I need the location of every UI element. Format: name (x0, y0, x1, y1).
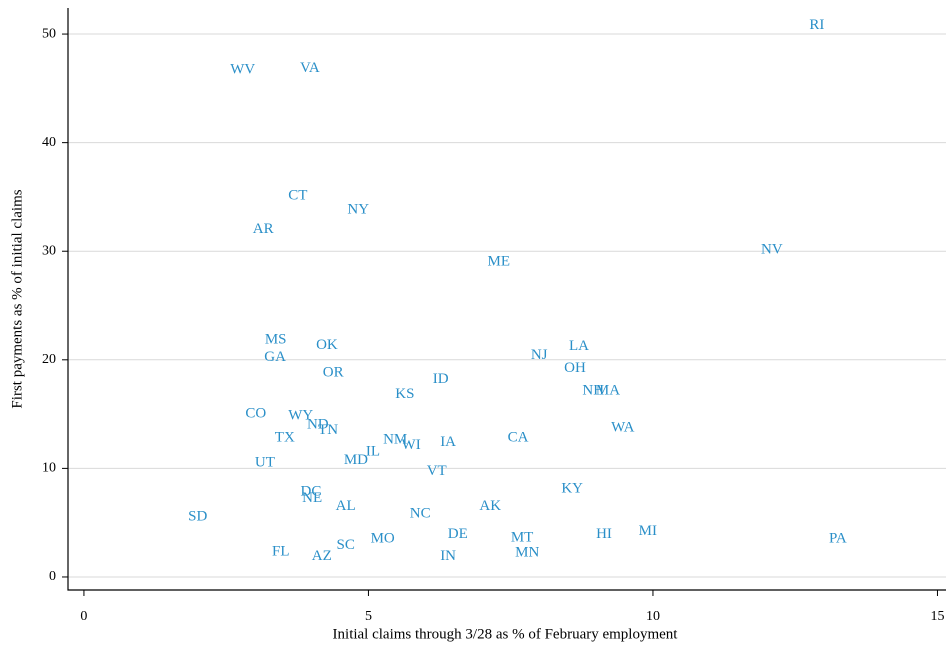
state-point: UT (255, 454, 275, 470)
state-point: TX (275, 429, 295, 445)
x-tick-label: 5 (365, 609, 372, 624)
state-point: IN (440, 548, 456, 564)
y-tick-label: 0 (49, 569, 56, 584)
state-point: NH (582, 383, 604, 399)
state-point: MT (511, 529, 534, 545)
state-point: AZ (312, 548, 332, 564)
y-tick-label: 20 (42, 352, 56, 367)
state-point: CO (245, 406, 266, 422)
state-point: AR (253, 221, 274, 237)
state-point: LA (569, 338, 589, 354)
state-point: CA (508, 429, 529, 445)
state-point: OR (323, 364, 344, 380)
state-point: ND (307, 416, 329, 432)
state-point: WA (611, 420, 634, 436)
y-tick-label: 50 (42, 26, 56, 41)
x-tick-label: 15 (930, 609, 944, 624)
state-point: ME (487, 254, 510, 270)
state-point: MO (371, 530, 395, 546)
state-point: CT (288, 187, 307, 203)
state-point: GA (264, 349, 286, 365)
state-point: VA (300, 60, 320, 76)
state-point: NJ (531, 347, 548, 363)
state-point: FL (272, 543, 290, 559)
y-axis-label: First payments as % of initial claims (9, 189, 25, 408)
state-point: AK (479, 498, 501, 514)
state-point: IA (440, 434, 456, 450)
state-point: HI (596, 526, 612, 542)
state-point: TN (318, 422, 338, 438)
state-point: NE (302, 490, 322, 506)
state-point: MD (344, 452, 368, 468)
state-point: WY (288, 408, 313, 424)
state-point: VT (427, 463, 447, 479)
x-axis-label: Initial claims through 3/28 as % of Febr… (333, 626, 679, 642)
state-point: MA (596, 383, 620, 399)
state-point: ID (433, 371, 449, 387)
state-point: NV (761, 242, 783, 258)
state-point: NY (347, 201, 369, 217)
plot-frame (67, 8, 946, 591)
y-tick-label: 30 (42, 243, 56, 258)
state-point: PA (829, 530, 847, 546)
state-point: WI (402, 437, 421, 453)
state-point: KY (561, 480, 583, 496)
x-tick-label: 10 (646, 609, 660, 624)
x-tick-label: 0 (80, 609, 87, 624)
state-point: OK (316, 337, 338, 353)
state-point: IL (366, 444, 380, 460)
state-point: OH (564, 360, 586, 376)
state-point: MI (639, 523, 657, 539)
state-point: NM (383, 432, 407, 448)
state-point: AL (336, 498, 356, 514)
state-point: KS (395, 386, 414, 402)
state-point: DE (448, 526, 468, 542)
state-point: SC (337, 537, 355, 553)
state-point: NC (410, 505, 431, 521)
state-point: MN (515, 545, 539, 561)
state-point: WV (230, 61, 255, 77)
state-point: RI (809, 17, 824, 33)
state-point: SD (188, 509, 207, 525)
y-tick-label: 40 (42, 135, 56, 150)
state-point: DC (301, 484, 322, 500)
state-point: MS (265, 332, 287, 348)
y-tick-label: 10 (42, 461, 56, 476)
